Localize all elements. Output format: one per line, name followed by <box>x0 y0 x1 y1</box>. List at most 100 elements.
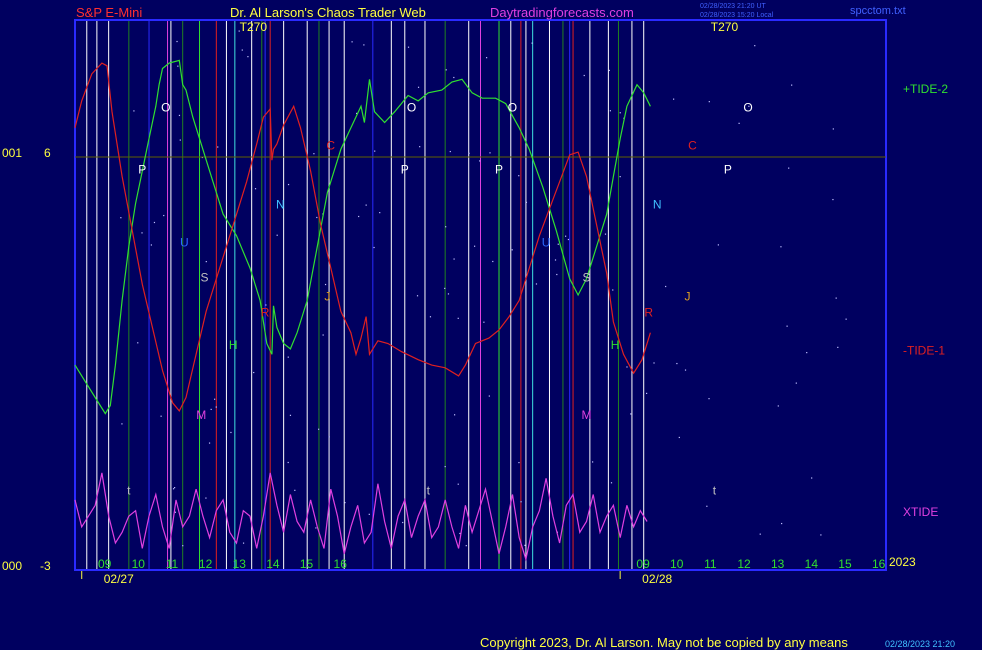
series-label: XTIDE <box>903 505 938 519</box>
dot <box>182 545 184 547</box>
dot <box>795 382 797 384</box>
hour-label: 11 <box>704 557 717 571</box>
dot <box>608 69 610 72</box>
dot <box>832 198 834 201</box>
dot <box>610 482 613 484</box>
dot <box>449 150 451 153</box>
y-right-top: 6 <box>44 146 51 160</box>
marker-label: S <box>201 271 209 285</box>
dot <box>402 521 404 524</box>
dot <box>619 112 621 114</box>
hour-label: 09 <box>636 557 650 571</box>
dot <box>678 436 680 439</box>
dot <box>205 497 207 499</box>
dot <box>176 40 178 43</box>
marker-label: t <box>127 484 131 498</box>
series-label: -TIDE-1 <box>903 343 945 357</box>
dot <box>604 233 607 235</box>
dot <box>247 56 249 58</box>
marker-label: H <box>611 338 620 352</box>
dot <box>351 41 353 43</box>
dot <box>215 406 217 408</box>
marker-label: t <box>427 484 431 498</box>
dot <box>214 398 216 400</box>
marker-label: J <box>684 289 690 303</box>
dot <box>328 436 330 438</box>
dot <box>554 259 557 261</box>
dot <box>665 285 667 288</box>
dot <box>468 152 470 154</box>
event-lines <box>86 20 645 570</box>
dot <box>217 146 219 148</box>
hour-label: 16 <box>872 557 886 571</box>
dot <box>676 362 678 365</box>
dot <box>531 42 533 44</box>
x-axis-labels: 09 10 11 12 13 14 15 16 09 10 11 12 13 14 15 16 02/27 02/… <box>81 557 886 586</box>
dot <box>483 321 485 323</box>
dot <box>316 216 318 219</box>
dot <box>592 461 594 463</box>
hour-label: 10 <box>670 557 684 571</box>
dot <box>365 204 367 206</box>
hour-label: 14 <box>266 557 280 571</box>
dot <box>557 243 559 245</box>
dot <box>845 318 847 320</box>
dot <box>524 544 526 546</box>
dot <box>653 362 655 364</box>
marker-label: T270 <box>711 20 739 34</box>
time-utc: 02/28/2023 21:20 UT <box>700 3 766 10</box>
year-label: 2023 <box>889 555 916 569</box>
dot <box>791 84 793 86</box>
dot <box>488 395 490 397</box>
dot <box>416 295 419 297</box>
marker-label: P <box>495 163 503 177</box>
dot <box>786 325 788 327</box>
dot <box>419 146 421 148</box>
marker-label: S <box>582 271 590 285</box>
hour-label: 14 <box>805 557 819 571</box>
dot <box>708 101 710 103</box>
dot <box>759 533 761 535</box>
series-label: +TIDE-2 <box>903 82 948 96</box>
y-left-top: 001 <box>2 146 22 160</box>
dot <box>492 260 494 263</box>
dot <box>363 44 365 46</box>
marker-label: M <box>582 408 592 422</box>
marker-label: P <box>138 163 146 177</box>
dot <box>556 273 558 276</box>
dot <box>457 483 459 485</box>
dot <box>373 246 375 249</box>
xtide-line <box>74 472 648 562</box>
dot <box>160 415 162 417</box>
dot <box>835 297 837 299</box>
dot <box>754 45 756 47</box>
marker-label: P <box>724 163 732 177</box>
dot <box>612 289 614 291</box>
dot <box>173 487 176 489</box>
dot <box>208 442 211 444</box>
dot <box>777 405 779 407</box>
dot <box>525 201 528 204</box>
hour-label: 16 <box>334 557 348 571</box>
marker-label: R <box>644 306 653 320</box>
site-title: Dr. Al Larson's Chaos Trader Web <box>230 5 426 20</box>
dot <box>788 167 790 169</box>
dot <box>619 176 621 178</box>
hour-label: 13 <box>771 557 785 571</box>
dot <box>177 65 179 67</box>
dot <box>444 465 446 468</box>
dot <box>474 245 476 247</box>
dot <box>287 461 289 464</box>
marker-label: O <box>161 101 170 115</box>
dot <box>518 461 520 464</box>
dot <box>781 522 783 525</box>
dot <box>368 513 370 515</box>
marker-label: P <box>401 163 409 177</box>
dot <box>811 477 813 479</box>
dot <box>358 215 360 218</box>
dot <box>486 57 488 59</box>
dot <box>210 408 212 411</box>
site-url[interactable]: Daytradingforecasts.com <box>490 5 634 20</box>
dot <box>646 392 648 395</box>
dot <box>583 74 585 77</box>
